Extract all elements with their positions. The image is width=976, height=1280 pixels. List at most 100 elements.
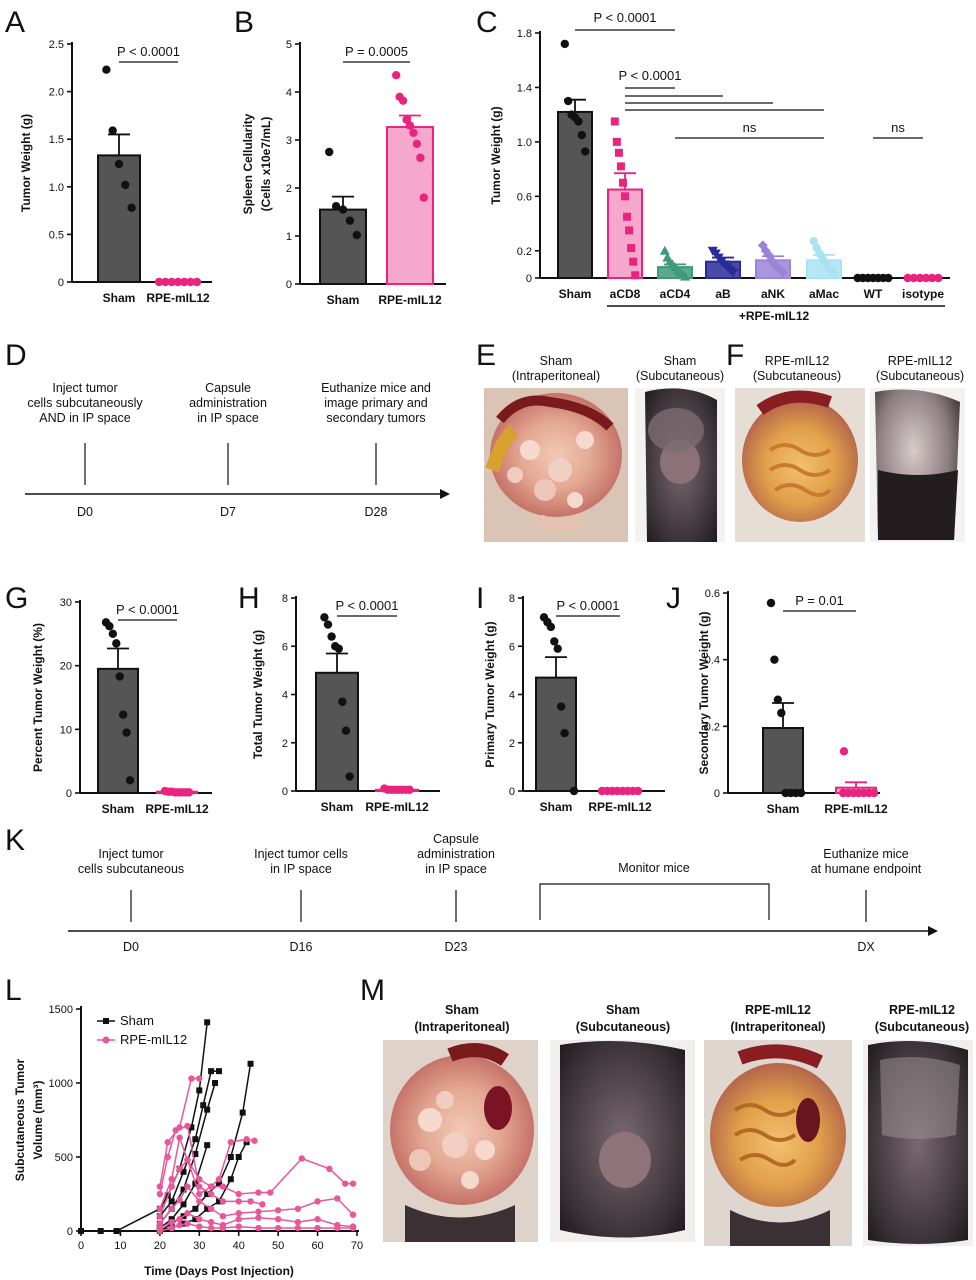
point-l-rpe-mil12 — [294, 1205, 302, 1213]
photo-e-sham-subcutaneous — [635, 388, 725, 542]
comparison-label-j: P = 0.01 — [795, 593, 844, 608]
point-l-sham — [204, 1205, 211, 1212]
y-tick-label-j: 0.2 — [705, 721, 720, 733]
point-l-sham — [180, 1186, 187, 1193]
point-l-rpe-mil12 — [349, 1211, 357, 1218]
photo-f-rpe-mil12-intraperitoneal — [735, 388, 865, 542]
comparison-label-c-4: ns — [891, 120, 905, 135]
category-label-a: RPE-mIL12 — [146, 291, 210, 305]
point-c-ank — [778, 267, 789, 278]
point-l-rpe-mil12 — [196, 1176, 203, 1183]
point-l-rpe-mil12 — [196, 1075, 203, 1082]
panel-letter-e: E — [476, 339, 496, 372]
y-axis-label-b: Spleen Cellularity — [241, 113, 255, 214]
point-b-rpe-mil12 — [409, 128, 418, 137]
point-h-sham — [320, 613, 329, 622]
photo-caption-m: (Intraperitoneal) — [730, 1020, 825, 1034]
panel-letter-c: C — [476, 6, 498, 39]
y-tick-label-a: 0 — [58, 277, 64, 289]
timeline-event-k: at humane endpoint — [811, 862, 922, 876]
y-tick-label-b: 2 — [286, 183, 292, 195]
y-tick-label-g: 10 — [60, 724, 72, 736]
timeline-day-k: D0 — [123, 940, 139, 954]
point-c-isotype — [927, 273, 937, 283]
point-l-sham — [168, 1198, 175, 1205]
point-l-sham — [212, 1080, 219, 1086]
x-tick-label-l: 30 — [193, 1240, 205, 1252]
point-c-ab — [728, 268, 739, 278]
point-h-sham — [334, 644, 343, 653]
point-c-sham — [564, 96, 573, 106]
point-l-rpe-mil12 — [294, 1218, 302, 1226]
photo-captions-ef: Sham(Intraperitoneal)Sham(Subcutaneous)R… — [512, 354, 964, 383]
timeline-event-d: Inject tumor — [52, 381, 117, 395]
category-label-c: Sham — [559, 287, 592, 301]
photo-caption-m: RPE-mIL12 — [745, 1003, 811, 1017]
point-l-rpe-mil12 — [294, 1224, 302, 1232]
point-l-rpe-mil12 — [196, 1223, 203, 1230]
point-g-sham — [108, 629, 118, 639]
point-c-wt — [884, 273, 893, 283]
y-axis-label-2-l: Volume (mm³) — [31, 1080, 45, 1159]
point-l-sham — [204, 1019, 211, 1026]
photo-caption-f: (Subcutaneous) — [753, 369, 841, 383]
timeline-event-d: administration — [189, 396, 267, 410]
timeline-day-k: D23 — [445, 940, 468, 954]
point-g-sham — [125, 776, 135, 785]
point-l-rpe-mil12 — [235, 1223, 242, 1230]
comparison-label-c-1: P < 0.0001 — [593, 10, 656, 25]
panel-letter-i: I — [476, 582, 484, 615]
category-label-b: Sham — [327, 293, 360, 307]
point-c-isotype — [915, 273, 925, 283]
panel-letter-k: K — [5, 824, 25, 857]
point-l-rpe-mil12 — [207, 1224, 215, 1232]
y-tick-label-c: 0.2 — [517, 246, 532, 258]
point-i-sham — [550, 637, 559, 646]
chart-h-total-tumor-weight: 0 2 4 6 8 Total Tumor Weight (g) Sham RPE-mIL12… — [251, 593, 440, 814]
point-l-rpe-mil12 — [219, 1198, 227, 1205]
x-tick-label-l: 40 — [233, 1240, 245, 1252]
legend-label-sham: Sham — [120, 1013, 154, 1028]
y-tick-label-a: 2.5 — [49, 39, 64, 51]
photo-caption-f: RPE-mIL12 — [888, 354, 953, 368]
point-l-rpe-mil12 — [219, 1213, 227, 1220]
y-tick-label-a: 2.0 — [49, 87, 64, 99]
point-l-rpe-mil12 — [196, 1215, 203, 1223]
point-l-rpe-mil12 — [184, 1156, 191, 1164]
point-l-rpe-mil12 — [168, 1176, 175, 1183]
panel-letter-g: G — [5, 582, 28, 615]
point-l-rpe-mil12 — [156, 1190, 164, 1198]
timeline-day-d: D0 — [77, 505, 93, 519]
photo-caption-m: Sham — [445, 1003, 479, 1017]
point-l-rpe-mil12 — [255, 1189, 262, 1196]
x-tick-label-l: 10 — [114, 1240, 126, 1252]
photo-f-rpe-mil12-subcutaneous — [870, 388, 965, 542]
timeline-event-k: Capsule — [433, 832, 479, 846]
timeline-arrow-k — [928, 926, 938, 936]
point-l-rpe-mil12 — [219, 1183, 227, 1190]
y-tick-label-l: 500 — [55, 1152, 73, 1164]
point-a-sham — [121, 180, 130, 190]
point-i-sham — [556, 702, 566, 711]
x-axis-label-l: Time (Days Post Injection) — [144, 1264, 294, 1278]
point-l-rpe-mil12 — [341, 1180, 349, 1187]
comparison-label-c-2: P < 0.0001 — [618, 68, 681, 83]
point-l-rpe-mil12 — [235, 1215, 242, 1223]
bar-b-sham — [319, 208, 367, 286]
y-tick-label-b: 1 — [286, 231, 292, 243]
y-tick-label-g: 20 — [60, 661, 72, 673]
point-h-sham — [338, 697, 347, 706]
group-label-c: +RPE-mIL12 — [739, 309, 810, 323]
point-c-acd8 — [629, 257, 638, 266]
point-a-rpe-mil12 — [161, 277, 170, 287]
point-b-sham — [345, 216, 355, 225]
y-tick-label-h: 6 — [282, 641, 288, 653]
y-axis-label-2-b: (Cells x10e7/mL) — [259, 117, 273, 212]
y-axis-label-j: Secondary Tumor Weight (g) — [697, 612, 711, 775]
y-tick-label-h: 2 — [282, 738, 288, 750]
y-axis-label-c: Tumor Weight (g) — [489, 106, 503, 204]
point-l-rpe-mil12 — [235, 1198, 242, 1205]
legend-marker-sham — [103, 1018, 109, 1024]
point-a-rpe-mil12 — [180, 277, 189, 287]
chart-i-primary-tumor-weight: 0 2 4 6 8 Primary Tumor Weight (g) Sham RPE-mIL… — [483, 593, 665, 814]
